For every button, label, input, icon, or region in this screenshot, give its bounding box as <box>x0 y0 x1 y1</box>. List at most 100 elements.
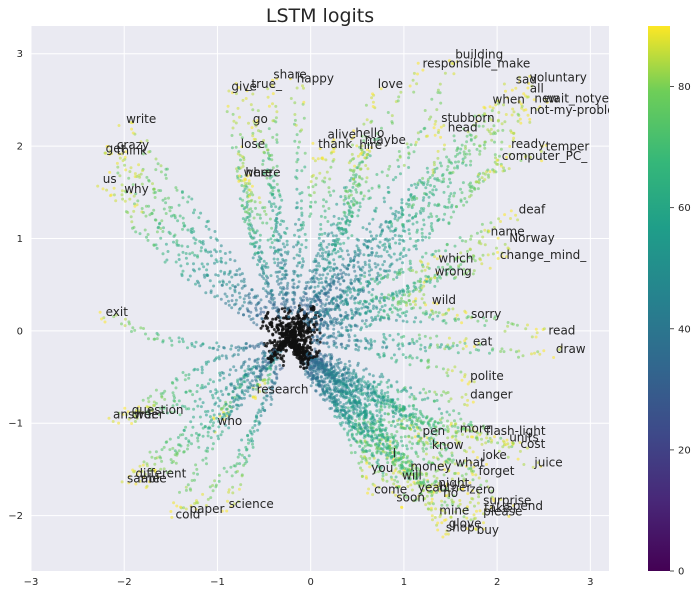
trajectory-point <box>214 258 218 262</box>
trajectory-point <box>311 340 315 344</box>
trajectory-point <box>501 439 505 443</box>
trajectory-point <box>175 378 179 382</box>
trajectory-point <box>507 445 511 449</box>
trajectory-point <box>357 163 361 167</box>
trajectory-point <box>394 175 398 179</box>
trajectory-point <box>530 352 533 356</box>
trajectory-point <box>378 317 382 321</box>
trajectory-point <box>407 151 411 155</box>
trajectory-point <box>429 445 433 449</box>
trajectory-point <box>325 307 329 311</box>
trajectory-point <box>411 464 415 468</box>
trajectory-point <box>296 317 300 321</box>
trajectory-point <box>272 196 276 200</box>
trajectory-point <box>306 323 310 327</box>
trajectory-point <box>362 436 366 440</box>
trajectory-point <box>336 241 340 245</box>
trajectory-point <box>429 426 433 430</box>
trajectory-point <box>428 190 432 194</box>
trajectory-point <box>355 200 359 204</box>
trajectory-point <box>209 236 213 240</box>
trajectory-point <box>219 269 223 273</box>
trajectory-point <box>181 250 185 254</box>
trajectory-point <box>511 441 515 445</box>
trajectory-point <box>168 437 172 441</box>
trajectory-point <box>233 288 237 292</box>
trajectory-point <box>243 210 247 214</box>
trajectory-point <box>326 312 330 316</box>
trajectory-point <box>515 323 519 327</box>
trajectory-point <box>495 246 498 250</box>
trajectory-point <box>248 232 252 235</box>
trajectory-point <box>159 392 163 396</box>
trajectory-point <box>421 68 425 72</box>
trajectory-point <box>236 283 240 287</box>
trajectory-point <box>532 98 536 102</box>
trajectory-point <box>257 196 261 200</box>
trajectory-point <box>439 427 443 431</box>
trajectory-point <box>238 295 242 299</box>
trajectory-point <box>420 413 424 417</box>
trajectory-point <box>445 425 449 429</box>
trajectory-point <box>431 168 435 172</box>
trajectory-point <box>211 393 214 397</box>
trajectory-point <box>154 450 158 454</box>
trajectory-point <box>134 414 138 418</box>
trajectory-point <box>300 226 304 230</box>
trajectory-point <box>201 240 205 243</box>
trajectory-point <box>460 378 464 382</box>
trajectory-point <box>399 205 403 209</box>
trajectory-point <box>251 395 255 399</box>
trajectory-point <box>452 210 456 214</box>
trajectory-point <box>123 324 127 328</box>
trajectory-point <box>134 192 138 196</box>
trajectory-point <box>102 316 106 320</box>
trajectory-point <box>434 249 438 253</box>
trajectory-point <box>246 293 250 297</box>
trajectory-point <box>348 364 352 368</box>
trajectory-point <box>415 419 419 422</box>
trajectory-point <box>164 440 168 444</box>
trajectory-point <box>483 172 487 176</box>
trajectory-point <box>373 339 377 343</box>
trajectory-point <box>121 197 125 201</box>
trajectory-point <box>206 430 210 434</box>
trajectory-point <box>354 296 357 300</box>
trajectory-point <box>223 270 227 274</box>
trajectory-point <box>472 465 476 469</box>
trajectory-point <box>152 337 156 341</box>
trajectory-point <box>473 114 477 118</box>
trajectory-point <box>322 321 326 325</box>
trajectory-point <box>362 380 366 384</box>
trajectory-point <box>154 388 158 392</box>
trajectory-point <box>158 406 162 410</box>
trajectory-point <box>419 277 423 281</box>
trajectory-point <box>123 163 127 167</box>
trajectory-point <box>349 278 353 282</box>
trajectory-point <box>370 343 373 347</box>
trajectory-point <box>295 187 299 191</box>
trajectory-point <box>337 237 341 241</box>
trajectory-point <box>314 311 318 315</box>
trajectory-point <box>281 321 285 325</box>
trajectory-point <box>175 188 179 192</box>
trajectory-point <box>308 269 312 273</box>
trajectory-point <box>198 415 202 419</box>
trajectory-point <box>408 363 412 367</box>
trajectory-point <box>259 326 263 330</box>
trajectory-point <box>399 302 403 305</box>
trajectory-point <box>161 230 165 233</box>
trajectory-point <box>356 390 360 394</box>
trajectory-point <box>247 364 251 368</box>
trajectory-point <box>335 266 339 270</box>
trajectory-point <box>398 155 402 159</box>
trajectory-point <box>292 256 296 260</box>
trajectory-point <box>178 214 182 218</box>
trajectory-point <box>379 87 383 91</box>
trajectory-point <box>153 468 157 472</box>
trajectory-point <box>347 286 351 290</box>
trajectory-point <box>426 180 430 184</box>
trajectory-point <box>400 422 404 426</box>
trajectory-point <box>180 274 184 278</box>
trajectory-point <box>485 436 489 440</box>
